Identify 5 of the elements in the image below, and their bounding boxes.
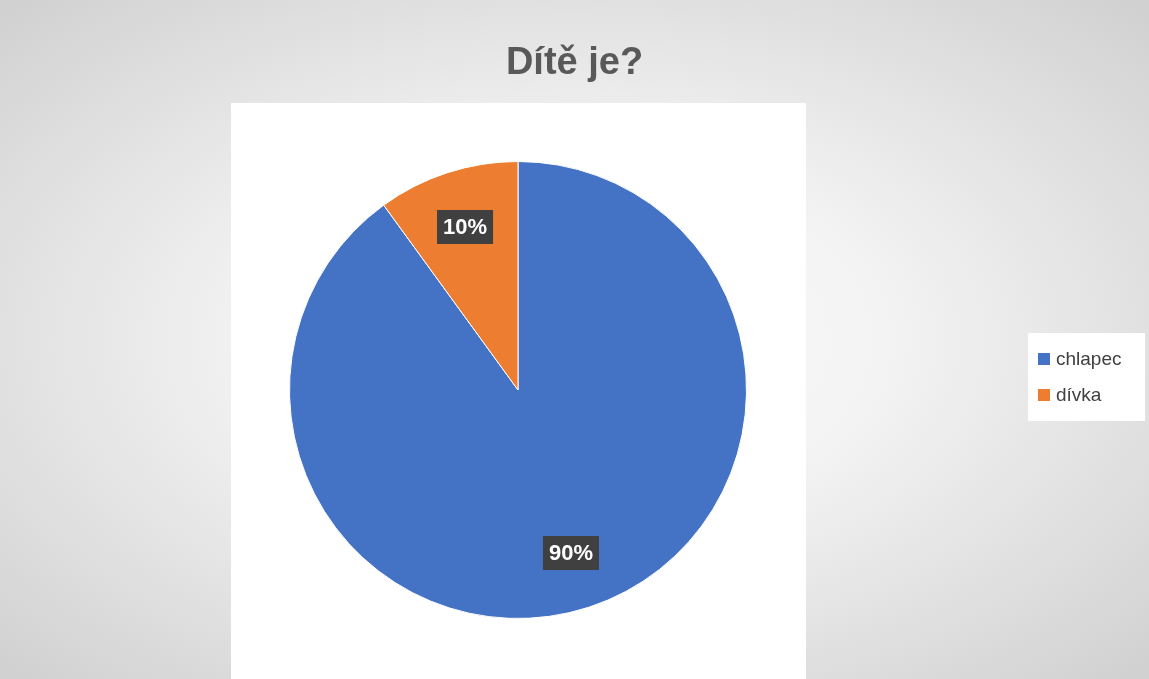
chart-title: Dítě je? [504, 40, 645, 83]
data-label: 10% [443, 214, 488, 240]
legend-label: chlapec [1056, 348, 1122, 370]
data-label: 90% [548, 540, 593, 566]
legend-label: dívka [1056, 384, 1102, 406]
